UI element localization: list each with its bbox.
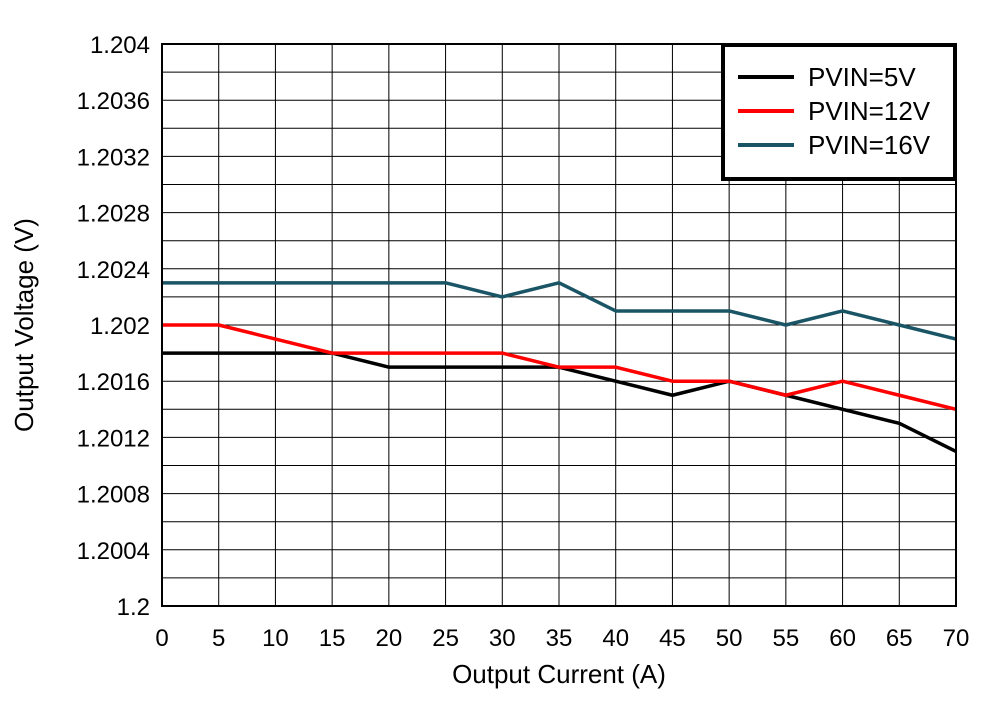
x-tick-label: 15	[319, 625, 346, 652]
y-tick-label: 1.2	[117, 594, 150, 621]
legend: PVIN=5V PVIN=12V PVIN=16V	[721, 43, 957, 181]
x-tick-label: 70	[943, 625, 970, 652]
y-tick-label: 1.204	[90, 32, 150, 59]
y-tick-label: 1.2008	[77, 482, 150, 509]
series-line-pvin-12v	[162, 323, 957, 411]
x-axis-label: Output Current (A)	[452, 659, 666, 689]
x-tick-label: 35	[546, 625, 573, 652]
x-tick-label: 25	[432, 625, 459, 652]
y-tick-label: 1.2004	[77, 538, 150, 565]
y-tick-label: 1.202	[90, 313, 150, 340]
legend-label: PVIN=5V	[808, 62, 916, 92]
x-tick-label: 60	[829, 625, 856, 652]
x-tick-label: 50	[716, 625, 743, 652]
x-tick-label: 5	[212, 625, 225, 652]
series-line-pvin-16v	[162, 281, 957, 341]
legend-label: PVIN=16V	[808, 130, 931, 160]
plot-frame	[161, 43, 957, 607]
y-axis-label: Output Voltage (V)	[9, 218, 39, 432]
y-tick-label: 1.2012	[77, 425, 150, 452]
x-tick-label: 45	[659, 625, 686, 652]
y-tick-label: 1.2016	[77, 369, 150, 396]
series-lines	[162, 281, 957, 454]
y-tick-label: 1.2032	[77, 144, 150, 171]
x-tick-labels: 0 5 10 15 20 25 30 35 40 45 50 55 60 65 70	[155, 625, 969, 652]
x-tick-label: 30	[489, 625, 516, 652]
x-tick-label: 55	[773, 625, 800, 652]
y-tick-label: 1.2036	[77, 88, 150, 115]
x-tick-label: 10	[262, 625, 289, 652]
x-tick-label: 65	[886, 625, 913, 652]
legend-label: PVIN=12V	[808, 96, 931, 126]
y-tick-labels: 1.2 1.2004 1.2008 1.2012 1.2016 1.202 1.2024 1.…	[77, 32, 150, 621]
x-tick-label: 0	[155, 625, 168, 652]
x-tick-label: 40	[602, 625, 629, 652]
y-tick-label: 1.2028	[77, 201, 150, 228]
x-tick-label: 20	[376, 625, 403, 652]
y-tick-label: 1.2024	[77, 257, 150, 284]
